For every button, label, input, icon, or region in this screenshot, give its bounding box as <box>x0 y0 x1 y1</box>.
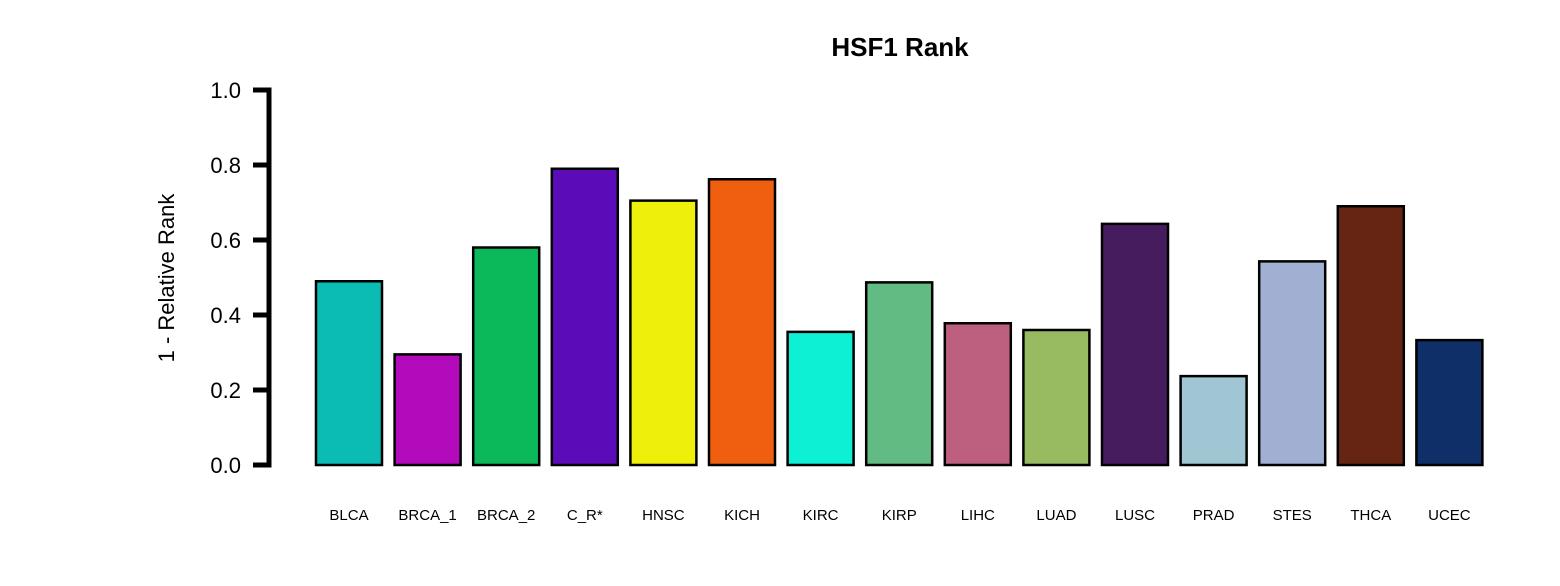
y-axis: 0.0 0.2 0.4 0.6 0.8 1.0 <box>210 78 272 478</box>
x-tick-label: THCA <box>1350 507 1391 524</box>
x-tick-label: STES <box>1273 507 1312 524</box>
bars <box>314 167 1484 467</box>
y-tick-label: 1.0 <box>210 78 241 103</box>
x-tick-label: BLCA <box>329 507 368 524</box>
x-tick-label: UCEC <box>1428 507 1471 524</box>
bar-prad <box>1179 374 1248 467</box>
x-tick-label: LIHC <box>961 507 995 524</box>
bar-lusc <box>1100 222 1170 467</box>
bar-lihc <box>943 322 1013 467</box>
x-tick-label: BRCA_2 <box>477 507 535 524</box>
bar-brca-2 <box>471 246 541 467</box>
bar-thca <box>1336 205 1406 467</box>
bar-kirp <box>864 281 934 467</box>
bar-hnsc <box>629 199 698 467</box>
y-tick-label: 0.2 <box>210 378 241 403</box>
y-axis-label: 1 - Relative Rank <box>154 193 179 363</box>
bar-c-r <box>550 167 620 467</box>
x-tick-label: LUSC <box>1115 507 1155 524</box>
x-tick-label: KIRP <box>882 507 917 524</box>
bar-kirc <box>786 330 855 467</box>
x-tick-label: KICH <box>724 507 760 524</box>
x-tick-labels: BLCA BRCA_1 BRCA_2 C_R* HNSC KICH KIRC KIRP LIHC… <box>329 507 1470 524</box>
y-tick-label: 0.4 <box>210 303 241 328</box>
y-tick-label: 0.0 <box>210 453 241 478</box>
x-tick-label: PRAD <box>1193 507 1235 524</box>
bar-stes <box>1257 260 1327 467</box>
chart-title: HSF1 Rank <box>831 32 969 62</box>
bar-blca <box>314 280 384 467</box>
bar-luad <box>1022 328 1091 467</box>
x-tick-label: C_R* <box>567 507 603 524</box>
bar-brca-1 <box>393 353 462 467</box>
x-tick-label: KIRC <box>803 507 839 524</box>
x-tick-label: BRCA_1 <box>398 507 456 524</box>
y-tick-label: 0.8 <box>210 153 241 178</box>
bar-ucec <box>1415 338 1484 467</box>
bar-kich <box>707 178 777 467</box>
x-tick-label: LUAD <box>1036 507 1076 524</box>
y-tick-label: 0.6 <box>210 228 241 253</box>
x-tick-label: HNSC <box>642 507 685 524</box>
